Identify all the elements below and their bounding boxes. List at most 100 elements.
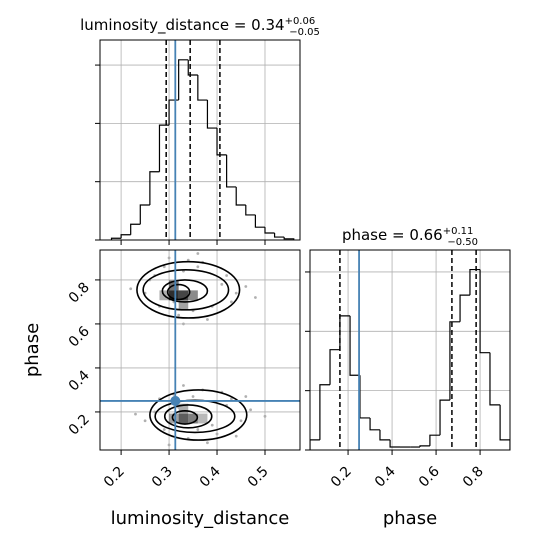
x-tick-label: 0.2 xyxy=(101,464,128,491)
histogram-bin xyxy=(197,74,208,101)
scatter-point xyxy=(215,432,219,436)
density-cell xyxy=(188,290,198,301)
plot-area xyxy=(100,250,300,450)
histogram-bin xyxy=(329,349,340,385)
x-tick-label: 0.5 xyxy=(245,464,272,491)
x-tick-label: 0.3 xyxy=(149,464,176,491)
histogram-bin xyxy=(319,384,331,440)
histogram-bin xyxy=(206,100,218,129)
scatter-point xyxy=(234,434,238,438)
histogram-bin xyxy=(429,434,441,446)
histogram-bin xyxy=(178,59,189,101)
histogram-bin xyxy=(216,128,227,156)
scatter-point xyxy=(177,313,181,317)
histogram-bin xyxy=(479,269,490,354)
plot-area xyxy=(100,40,300,240)
scatter-point xyxy=(196,265,200,269)
y-tick-label: 0.4 xyxy=(66,367,93,394)
scatter-point xyxy=(220,282,224,286)
density-cell xyxy=(188,413,198,424)
histogram-bin xyxy=(168,99,179,126)
histogram-bin xyxy=(489,352,501,406)
histogram-bin xyxy=(264,227,275,234)
contour xyxy=(161,279,209,303)
scatter-point xyxy=(162,265,166,269)
histogram-bin xyxy=(469,268,481,296)
histogram-bin xyxy=(339,315,351,350)
scatter-point xyxy=(134,412,137,416)
histogram-bin xyxy=(273,233,285,238)
contour xyxy=(136,260,241,319)
scatter-point xyxy=(167,443,171,447)
title-sub: −0.05 xyxy=(289,27,320,38)
histogram-bin xyxy=(110,237,122,240)
y-tick-label: 0.6 xyxy=(66,323,93,350)
title-sup: +0.06 xyxy=(285,16,316,27)
panel-frame xyxy=(99,249,301,451)
scatter-point xyxy=(182,322,185,326)
title-sup: +0.11 xyxy=(443,226,474,237)
scatter-point xyxy=(196,428,200,431)
contour xyxy=(171,410,199,425)
density-cell xyxy=(178,290,189,301)
histogram-bin xyxy=(245,205,256,216)
histogram-bin xyxy=(389,439,400,448)
histogram-bin xyxy=(499,404,510,450)
scatter-point xyxy=(249,408,252,412)
y-axis-label: phase xyxy=(22,323,43,377)
title-main: luminosity_distance = 0.34 xyxy=(80,16,284,35)
panel-title: phase = 0.66+0.11 −0.50 xyxy=(342,226,478,248)
histogram-bin xyxy=(120,234,131,239)
histogram-bin xyxy=(459,294,470,322)
scatter-point xyxy=(244,395,248,398)
scatter-point xyxy=(143,419,147,423)
scatter-point xyxy=(206,318,209,321)
x-tick-label: 0.2 xyxy=(328,464,355,491)
scatter-point xyxy=(206,441,209,445)
histogram-bin xyxy=(283,237,295,240)
scatter-point xyxy=(225,274,229,277)
scatter-point xyxy=(196,252,200,255)
histogram-bin xyxy=(158,124,170,172)
title-sub: −0.50 xyxy=(447,237,478,248)
x-tick-label: 0.6 xyxy=(416,463,443,490)
x-tick-label: 0.4 xyxy=(197,463,224,490)
density-cell xyxy=(178,413,189,424)
histogram-bin xyxy=(149,171,160,206)
density-cell xyxy=(178,403,189,414)
contour xyxy=(163,404,213,429)
scatter-point xyxy=(244,285,248,288)
histogram-bin xyxy=(439,399,450,436)
histogram-bin xyxy=(235,186,246,206)
scatter-point xyxy=(162,428,166,431)
density-cell xyxy=(178,300,189,311)
histogram-bin xyxy=(130,223,141,235)
title-main: phase = 0.66 xyxy=(342,226,443,244)
panel-title: luminosity_distance = 0.34+0.06 −0.05 xyxy=(80,16,320,38)
histogram-bin xyxy=(139,204,150,225)
x-tick-label: 0.8 xyxy=(460,464,487,491)
scatter-point xyxy=(230,397,233,401)
contour xyxy=(149,389,248,441)
x-axis-label: phase xyxy=(383,508,437,529)
plot-area xyxy=(310,250,510,450)
histogram-bin xyxy=(349,315,360,376)
x-axis-label: luminosity_distance xyxy=(111,508,290,529)
density-cell xyxy=(197,413,208,424)
scatter-point xyxy=(253,296,257,299)
scatter-point xyxy=(167,256,171,260)
histogram-bin xyxy=(449,321,461,401)
histogram-bin xyxy=(187,59,198,76)
x-tick-label: 0.4 xyxy=(372,463,399,490)
histogram-bin xyxy=(419,445,430,448)
histogram-bin xyxy=(369,417,380,431)
scatter-point xyxy=(230,300,233,304)
histogram-bin xyxy=(226,154,237,188)
contour xyxy=(166,283,191,301)
histogram-bin xyxy=(254,214,265,228)
scatter-point xyxy=(239,419,243,423)
panel-frame xyxy=(99,39,301,241)
histogram-bin xyxy=(310,439,320,450)
